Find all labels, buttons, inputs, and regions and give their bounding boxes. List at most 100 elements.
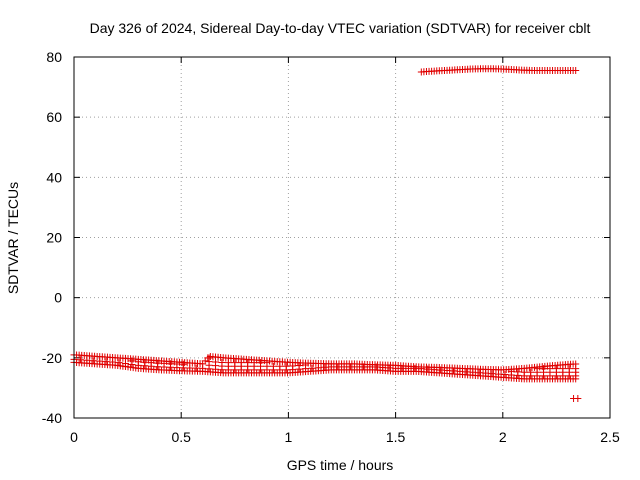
data-point xyxy=(186,364,194,372)
x-tick-label: 0.5 xyxy=(171,429,191,445)
data-point xyxy=(89,357,97,365)
y-tick-label: 40 xyxy=(46,169,62,185)
data-point xyxy=(398,364,406,372)
data-point xyxy=(404,364,412,372)
data-point xyxy=(102,358,110,366)
chart-title: Day 326 of 2024, Sidereal Day-to-day VTE… xyxy=(90,20,591,36)
x-tick-label: 1 xyxy=(285,429,293,445)
data-point xyxy=(121,360,129,368)
data-point xyxy=(475,369,483,377)
data-point xyxy=(327,363,335,371)
y-tick-label: 0 xyxy=(54,290,62,306)
data-point xyxy=(212,358,220,366)
data-point xyxy=(154,359,162,367)
data-point xyxy=(572,67,580,75)
x-tick-label: 1.5 xyxy=(386,429,406,445)
data-point xyxy=(340,363,348,371)
data-point xyxy=(495,370,503,378)
data-point xyxy=(109,358,117,366)
data-point xyxy=(559,365,567,373)
data-point xyxy=(257,359,265,367)
data-point xyxy=(392,364,400,372)
data-point xyxy=(141,358,149,366)
data-point xyxy=(224,359,232,367)
data-point xyxy=(115,359,123,367)
data-point xyxy=(231,359,239,367)
data-point xyxy=(520,368,528,376)
data-point xyxy=(359,363,367,371)
data-point xyxy=(173,360,181,368)
data-point xyxy=(237,359,245,367)
data-point xyxy=(134,358,142,366)
x-tick-label: 0 xyxy=(70,429,78,445)
x-tick-label: 2 xyxy=(499,429,507,445)
data-point xyxy=(321,363,329,371)
data-point xyxy=(572,365,580,373)
data-point xyxy=(546,365,554,373)
data-points xyxy=(70,65,582,402)
data-point xyxy=(552,365,560,373)
data-point xyxy=(244,359,252,367)
data-point xyxy=(199,364,207,372)
data-point xyxy=(366,363,374,371)
data-point xyxy=(192,364,200,372)
y-tick-label: 20 xyxy=(46,230,62,246)
data-point xyxy=(160,359,168,367)
data-point xyxy=(96,357,104,365)
data-point xyxy=(218,358,226,366)
data-point xyxy=(565,365,573,373)
data-point xyxy=(128,357,136,365)
data-point xyxy=(289,362,297,370)
data-point xyxy=(533,365,541,373)
data-point xyxy=(507,367,515,375)
data-point xyxy=(308,364,316,372)
data-point xyxy=(314,364,322,372)
data-point xyxy=(385,364,393,372)
data-point xyxy=(372,363,380,371)
data-point xyxy=(540,365,548,373)
data-point xyxy=(76,356,84,364)
data-point xyxy=(430,366,438,374)
data-point xyxy=(488,370,496,378)
data-point xyxy=(353,363,361,371)
data-point xyxy=(424,365,432,373)
data-point xyxy=(276,362,284,370)
data-point xyxy=(269,362,277,370)
data-point xyxy=(437,366,445,374)
x-axis-label: GPS time / hours xyxy=(287,457,394,473)
data-point xyxy=(456,367,464,375)
data-point xyxy=(250,359,258,367)
data-point xyxy=(462,368,470,376)
data-point xyxy=(469,368,477,376)
y-tick-label: -40 xyxy=(42,410,62,426)
data-point xyxy=(411,364,419,372)
plot-frame xyxy=(73,56,611,419)
x-tick-label: 2.5 xyxy=(600,429,620,445)
data-point xyxy=(263,359,271,367)
data-point xyxy=(527,368,535,376)
data-point xyxy=(295,362,303,370)
data-point xyxy=(449,367,457,375)
data-point xyxy=(83,356,91,364)
data-point xyxy=(514,368,522,376)
data-point xyxy=(443,366,451,374)
data-point xyxy=(282,362,290,370)
data-point xyxy=(334,363,342,371)
data-point xyxy=(166,360,174,368)
y-axis-label: SDTVAR / TECUs xyxy=(5,182,21,294)
y-tick-label: 80 xyxy=(46,49,62,65)
data-point xyxy=(302,361,310,369)
x-axis-ticks: 0 0.5 1 1.5 2 2.5 xyxy=(70,57,620,445)
data-point xyxy=(501,371,509,379)
data-point xyxy=(379,363,387,371)
y-tick-label: -20 xyxy=(42,350,62,366)
data-point xyxy=(179,360,187,368)
data-point xyxy=(482,369,490,377)
data-point xyxy=(417,365,425,373)
data-point xyxy=(347,363,355,371)
y-axis-ticks: -40 -20 0 20 40 60 80 xyxy=(42,49,610,426)
data-point xyxy=(147,359,155,367)
y-tick-label: 60 xyxy=(46,109,62,125)
data-point xyxy=(574,394,582,402)
